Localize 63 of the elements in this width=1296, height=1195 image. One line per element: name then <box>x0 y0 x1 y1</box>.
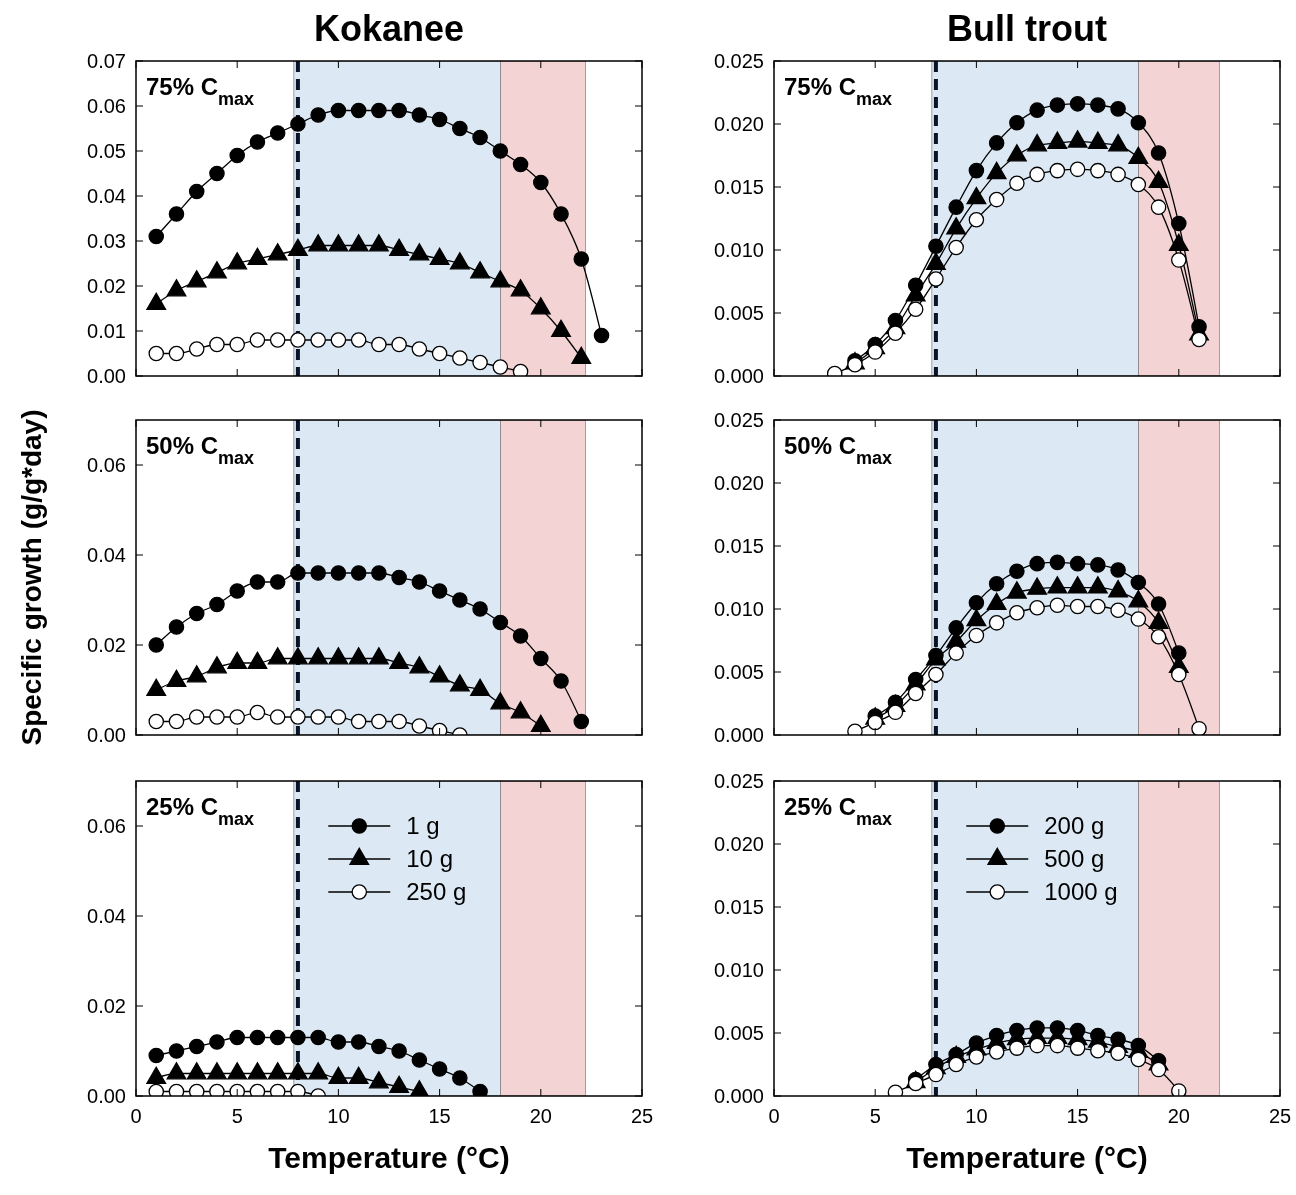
y-tick-label: 0.025 <box>713 409 764 431</box>
chart-title: Kokanee <box>313 8 465 49</box>
x-axis-title: Temperature (°C) <box>906 1141 1148 1174</box>
annotation: 50% C$_{max}$ <box>146 432 255 468</box>
y-tick-label: 0.02 <box>87 634 126 656</box>
y-tick-label: 0.03 <box>87 230 126 252</box>
y-tick-label: 0.000 <box>713 365 764 387</box>
annotation: 25% C$_{max}$ <box>784 793 893 829</box>
y-tick-label: 0.010 <box>713 598 764 620</box>
legend-label: 1 g <box>406 812 440 839</box>
y-tick-label: 0.025 <box>713 50 764 72</box>
y-tick-label: 0.07 <box>87 50 126 72</box>
annotation: 75% C$_{max}$ <box>784 73 893 109</box>
legend-label: 500 g <box>1044 845 1105 872</box>
chart-title: Bull trout <box>947 8 1107 49</box>
x-tick-label: 10 <box>965 1105 988 1127</box>
y-tick-label: 0.01 <box>87 320 126 342</box>
y-tick-label: 0.02 <box>87 995 126 1017</box>
y-tick-label: 0.005 <box>713 661 764 683</box>
y-tick-label: 0.020 <box>713 472 764 494</box>
legend-label: 1000 g <box>1044 878 1118 905</box>
x-tick-label: 5 <box>231 1105 243 1127</box>
y-tick-label: 0.010 <box>713 959 764 981</box>
x-tick-label: 0 <box>130 1105 142 1127</box>
y-tick-label: 0.000 <box>713 1085 764 1107</box>
y-tick-label: 0.04 <box>87 544 126 566</box>
y-tick-label: 0.04 <box>87 905 126 927</box>
annotation: 50% C$_{max}$ <box>784 432 893 468</box>
x-tick-label: 20 <box>1167 1105 1190 1127</box>
y-tick-label: 0.025 <box>713 770 764 792</box>
x-tick-label: 25 <box>1268 1105 1292 1127</box>
y-tick-label: 0.005 <box>713 302 764 324</box>
annotation: 75% C$_{max}$ <box>146 73 255 109</box>
y-tick-label: 0.04 <box>87 185 126 207</box>
y-tick-label: 0.00 <box>87 365 126 387</box>
y-tick-label: 0.05 <box>87 140 126 162</box>
x-tick-label: 15 <box>428 1105 451 1127</box>
legend-label: 250 g <box>406 878 467 905</box>
y-tick-label: 0.020 <box>713 833 764 855</box>
legend-label: 10 g <box>406 845 453 872</box>
y-tick-label: 0.06 <box>87 815 126 837</box>
y-tick-label: 0.020 <box>713 113 764 135</box>
annotation: 25% C$_{max}$ <box>146 793 255 829</box>
x-tick-label: 20 <box>529 1105 552 1127</box>
x-tick-label: 15 <box>1066 1105 1089 1127</box>
x-tick-label: 25 <box>630 1105 654 1127</box>
y-axis-title: Specific growth (g/g*day) <box>16 409 47 746</box>
y-tick-label: 0.06 <box>87 95 126 117</box>
x-tick-label: 0 <box>768 1105 780 1127</box>
legend-label: 200 g <box>1044 812 1105 839</box>
y-tick-label: 0.00 <box>87 724 126 746</box>
y-tick-label: 0.000 <box>713 724 764 746</box>
x-tick-label: 5 <box>869 1105 881 1127</box>
y-tick-label: 0.015 <box>713 176 764 198</box>
y-tick-label: 0.005 <box>713 1022 764 1044</box>
x-tick-label: 10 <box>327 1105 350 1127</box>
y-tick-label: 0.06 <box>87 454 126 476</box>
y-tick-label: 0.015 <box>713 896 764 918</box>
y-tick-label: 0.02 <box>87 275 126 297</box>
y-tick-label: 0.00 <box>87 1085 126 1107</box>
y-tick-label: 0.010 <box>713 239 764 261</box>
x-axis-title: Temperature (°C) <box>268 1141 510 1174</box>
y-tick-label: 0.015 <box>713 535 764 557</box>
